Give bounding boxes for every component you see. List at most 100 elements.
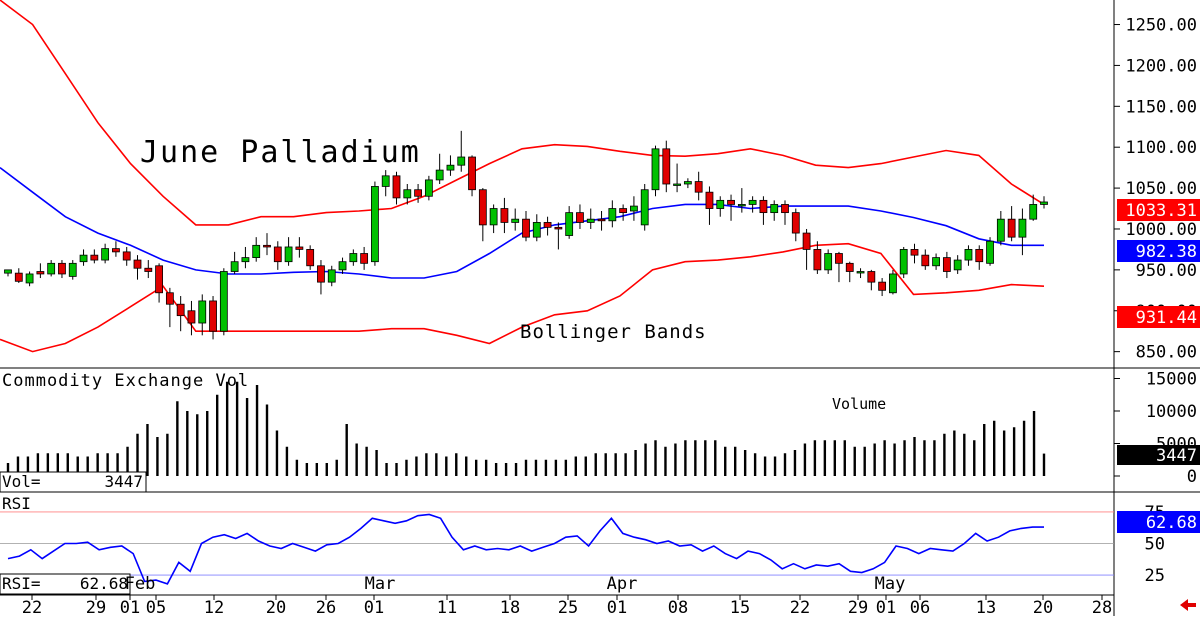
price-tick-label: 1100.00 [1125, 138, 1197, 158]
date-tick-label: 01 [876, 598, 896, 616]
candle-body [414, 189, 422, 197]
month-label: May [875, 574, 906, 594]
candle-body [381, 175, 390, 187]
volume-bar [644, 443, 647, 476]
candle-body [683, 181, 692, 185]
volume-bar [833, 440, 837, 476]
candle-body [435, 169, 444, 181]
candle [630, 196, 638, 221]
volume-bar [843, 440, 846, 476]
volume-bar [604, 453, 607, 476]
candle [273, 241, 282, 270]
candle [4, 269, 12, 277]
volume-tick-label: 0 [1187, 467, 1197, 487]
volume-bar [1042, 453, 1046, 476]
candle-body [1018, 218, 1027, 238]
volume-bar [255, 385, 259, 476]
candle [1007, 206, 1016, 242]
bb-mid-text: 982.38 [1136, 242, 1197, 262]
volume-bar [484, 459, 488, 476]
candle [327, 265, 336, 287]
candle-body [824, 253, 833, 271]
price-title: June Palladium [140, 135, 421, 170]
candle [532, 214, 541, 242]
candle-body [144, 267, 153, 272]
date-tick-label: 22 [790, 598, 810, 616]
candle [662, 140, 671, 193]
candle-body [306, 249, 315, 267]
bb-mid-label: 982.38 [1117, 240, 1200, 262]
volume-bar [574, 456, 578, 476]
volume-bar [724, 446, 727, 476]
candle [522, 210, 530, 242]
volume-bar [474, 459, 478, 476]
candle [25, 271, 34, 287]
candle-body [813, 249, 822, 271]
date-tick-label: 11 [437, 598, 457, 616]
volume-bar [803, 443, 807, 476]
candle [748, 196, 757, 213]
candle-body [284, 246, 293, 263]
candle-body [424, 179, 433, 197]
candle-body [932, 257, 940, 267]
volume-bar [245, 398, 249, 476]
volume-bar [395, 463, 398, 476]
volume-bar [36, 453, 40, 476]
volume-bar [186, 411, 189, 476]
volume-bar [315, 463, 319, 476]
volume-bar [893, 443, 896, 476]
candle-body [338, 261, 347, 271]
candle-body [101, 248, 110, 261]
volume-bar [973, 440, 976, 476]
candle-body [1007, 218, 1016, 238]
volume-bars [6, 381, 1046, 476]
volume-bar [594, 453, 597, 476]
date-tick-label: 01 [607, 598, 627, 616]
candle [554, 222, 563, 250]
price-tick-label: 950.00 [1136, 261, 1197, 281]
rsi-readout-value: 62.68 [80, 574, 128, 593]
candle [403, 184, 412, 205]
last-price-text: 1033.31 [1125, 201, 1197, 221]
candle [79, 249, 88, 266]
candle [878, 278, 887, 297]
candle-body [317, 265, 325, 283]
volume-bar [56, 453, 60, 476]
volume-bar [793, 450, 797, 476]
candle [360, 246, 369, 270]
volume-bar [913, 437, 916, 476]
volume-bar [494, 463, 498, 476]
scroll-left-arrow-icon[interactable] [1180, 599, 1196, 611]
volume-bar [46, 453, 50, 476]
candle-body [273, 246, 282, 263]
date-tick-label: 26 [316, 598, 336, 616]
candle [90, 249, 99, 264]
candle-body [478, 189, 487, 226]
candle [468, 155, 476, 197]
volume-bar [963, 433, 966, 476]
candle-body [996, 218, 1005, 242]
candle-body [770, 204, 779, 214]
candle [414, 184, 422, 203]
candle [565, 206, 574, 239]
candle-body [651, 148, 660, 191]
candle [295, 237, 304, 258]
candle [727, 194, 735, 221]
candle-body [241, 257, 250, 263]
candle [144, 260, 153, 279]
volume-bar [26, 456, 30, 476]
candle [640, 184, 649, 231]
candle [759, 196, 768, 225]
candle-body [543, 222, 552, 228]
candle [716, 196, 725, 217]
candle [683, 178, 692, 189]
rsi-last-label: 62.68 [1117, 511, 1200, 533]
date-tick-label: 01 [120, 598, 140, 616]
candle-body [392, 175, 401, 199]
date-tick-label: 29 [848, 598, 868, 616]
volume-bar [783, 453, 787, 476]
candle [198, 294, 207, 336]
candle-body [446, 164, 455, 171]
candle [187, 300, 196, 336]
volume-bar [883, 440, 886, 476]
